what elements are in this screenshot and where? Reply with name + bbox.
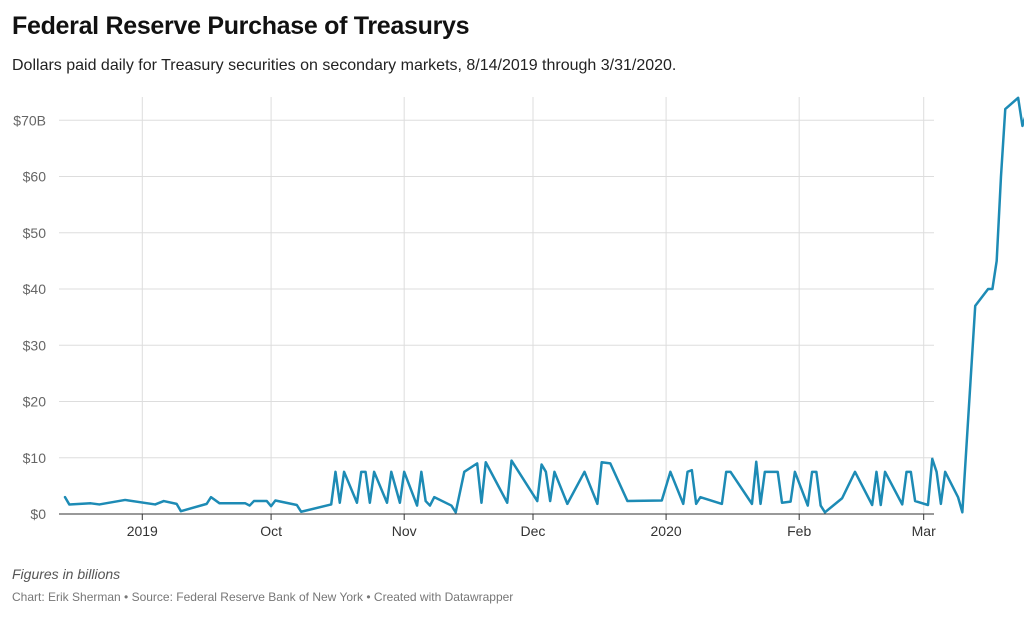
series-layer (63, 96, 1024, 514)
x-tick-label: Nov (392, 523, 417, 539)
y-tick-label: $40 (23, 281, 47, 297)
label-layer: 2019OctNovDec2020FebMarApr$0$10$20$30$40… (13, 112, 936, 539)
tool-credit: Created with Datawrapper (373, 590, 514, 604)
footnote: Figures in billions (12, 566, 121, 582)
chart-subtitle: Dollars paid daily for Treasury securiti… (12, 57, 677, 74)
credit-separator: • (363, 590, 374, 604)
y-tick-label: $10 (23, 450, 47, 466)
series-line (63, 96, 1024, 514)
x-tick-label: Mar (912, 523, 936, 539)
y-tick-label: $20 (23, 394, 47, 410)
source-credit: Source: Federal Reserve Bank of New York (131, 590, 364, 604)
x-tick-label: 2020 (651, 523, 682, 539)
x-tick-label: Feb (787, 523, 811, 539)
credit-line: Chart: Erik Sherman • Source: Federal Re… (12, 590, 513, 604)
x-tick-label: Oct (260, 523, 282, 539)
y-tick-label: $30 (23, 337, 47, 353)
y-tick-label: $70B (13, 112, 46, 128)
chart-credit: Chart: Erik Sherman (12, 590, 121, 604)
credit-separator: • (120, 590, 132, 604)
x-tick-label: Dec (521, 523, 546, 539)
y-tick-label: $60 (23, 169, 47, 185)
y-tick-label: $50 (23, 225, 47, 241)
chart-title: Federal Reserve Purchase of Treasurys (12, 12, 470, 40)
grid-layer (59, 97, 934, 520)
y-tick-label: $0 (30, 506, 46, 522)
x-tick-label: 2019 (127, 523, 158, 539)
